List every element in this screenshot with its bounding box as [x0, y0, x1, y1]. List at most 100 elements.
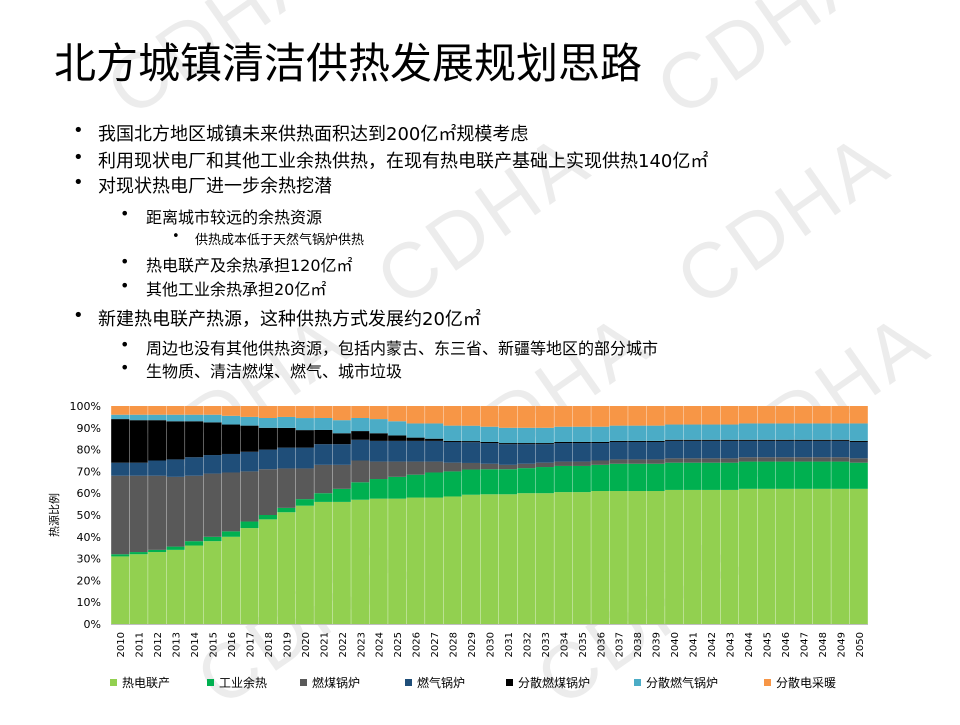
- bar-segment: [572, 441, 591, 444]
- bar-segment: [351, 482, 370, 500]
- bar-segment: [221, 406, 241, 416]
- bar-segment: [277, 406, 296, 417]
- x-tick-label: 2046: [781, 632, 792, 657]
- bar-segment: [388, 435, 407, 441]
- bar-segment: [535, 467, 554, 494]
- bar-segment: [591, 441, 610, 444]
- bar-segment: [480, 463, 499, 470]
- bar-segment: [221, 536, 241, 624]
- bar-segment: [738, 439, 758, 441]
- bar-segment: [425, 423, 444, 439]
- bar-segment: [240, 521, 259, 529]
- bar-segment: [461, 406, 481, 426]
- bar-segment: [609, 425, 628, 441]
- bar-segment: [461, 494, 481, 624]
- bullet-dot-icon: •: [120, 335, 130, 354]
- bar-segment: [443, 471, 462, 497]
- bar-segment: [406, 474, 425, 498]
- bar-segment: [702, 440, 721, 459]
- bar-segment: [572, 492, 591, 624]
- x-tick-label: 2044: [744, 632, 755, 657]
- bar-segment: [720, 440, 739, 459]
- bar-segment: [369, 461, 388, 480]
- bar-segment: [277, 427, 296, 448]
- bar-segment: [240, 425, 259, 452]
- x-tick-label: 2031: [504, 632, 515, 657]
- bar-segment: [258, 427, 277, 450]
- legend-label: 工业余热: [219, 675, 267, 690]
- bar-segment: [517, 444, 536, 464]
- bar-segment: [203, 455, 222, 474]
- bullet-dot-icon: •: [73, 147, 84, 168]
- bar-segment: [498, 443, 518, 445]
- bar-segment: [794, 461, 813, 489]
- bar-segment: [369, 440, 388, 462]
- bar-segment: [406, 440, 425, 462]
- bar-segment: [812, 457, 831, 462]
- y-axis-label: 热源比例: [47, 493, 61, 537]
- bar-segment: [277, 512, 296, 624]
- legend-swatch: [300, 679, 307, 686]
- bar-segment: [185, 406, 204, 415]
- bar-segment: [314, 406, 333, 418]
- bar-segment: [185, 545, 204, 624]
- bar-segment: [702, 462, 721, 490]
- bar-segment: [849, 440, 868, 442]
- bar-segment: [166, 546, 185, 550]
- bar-segment: [258, 449, 277, 470]
- bar-segment: [738, 440, 758, 458]
- x-tick-label: 2012: [153, 632, 164, 657]
- bar-segment: [775, 406, 794, 424]
- bar-segment: [775, 461, 794, 489]
- bar-segment: [314, 464, 333, 494]
- bar-segment: [757, 457, 776, 462]
- bar-segment: [794, 406, 813, 424]
- bar-segment: [738, 488, 758, 624]
- bar-segment: [831, 461, 850, 489]
- bar-segment: [517, 443, 536, 445]
- legend-swatch: [506, 679, 513, 686]
- bar-segment: [351, 431, 370, 440]
- bar-segment: [277, 507, 296, 513]
- bar-segment: [443, 441, 462, 463]
- x-tick-label: 2014: [190, 632, 201, 657]
- bar-segment: [683, 406, 702, 425]
- bar-segment: [258, 469, 277, 515]
- bar-segment: [628, 425, 647, 441]
- page-title: 北方城镇清洁供热发展规划思路: [54, 39, 643, 88]
- bar-segment: [646, 491, 665, 624]
- bar-segment: [794, 457, 813, 462]
- bullet-dot-icon: •: [172, 229, 180, 244]
- bar-segment: [535, 427, 554, 444]
- x-tick-label: 2015: [209, 632, 220, 657]
- bar-segment: [166, 421, 185, 460]
- bar-segment: [591, 443, 610, 461]
- bar-segment: [831, 423, 850, 440]
- x-tick-label: 2036: [596, 632, 607, 657]
- bar-segment: [129, 552, 148, 555]
- bar-segment: [498, 464, 518, 470]
- bar-segment: [757, 440, 776, 458]
- bar-segment: [332, 433, 351, 445]
- bar-segment: [221, 472, 241, 532]
- bar-segment: [351, 417, 370, 432]
- y-tick-label: 100%: [70, 400, 101, 413]
- bar-segment: [240, 471, 259, 522]
- bar-segment: [332, 444, 351, 465]
- x-tick-label: 2028: [449, 632, 460, 657]
- y-tick-label: 10%: [77, 596, 101, 609]
- bar-segment: [461, 441, 481, 443]
- bar-segment: [683, 462, 702, 490]
- bullet-item-level-1: 利用现状电厂和其他工业余热供热，在现有热电联产基础上实现供热140亿㎡: [98, 151, 709, 172]
- bar-segment: [425, 461, 444, 473]
- bar-segment: [831, 406, 850, 424]
- bar-segment: [812, 423, 831, 440]
- bullet-item-level-1: 我国北方地区城镇未来供热面积达到200亿㎡规模考虑: [98, 124, 529, 145]
- bar-segment: [314, 417, 333, 430]
- bar-segment: [646, 441, 665, 460]
- legend-swatch: [207, 679, 214, 686]
- bar-segment: [535, 493, 554, 624]
- bar-segment: [480, 406, 499, 427]
- bar-segment: [406, 497, 425, 624]
